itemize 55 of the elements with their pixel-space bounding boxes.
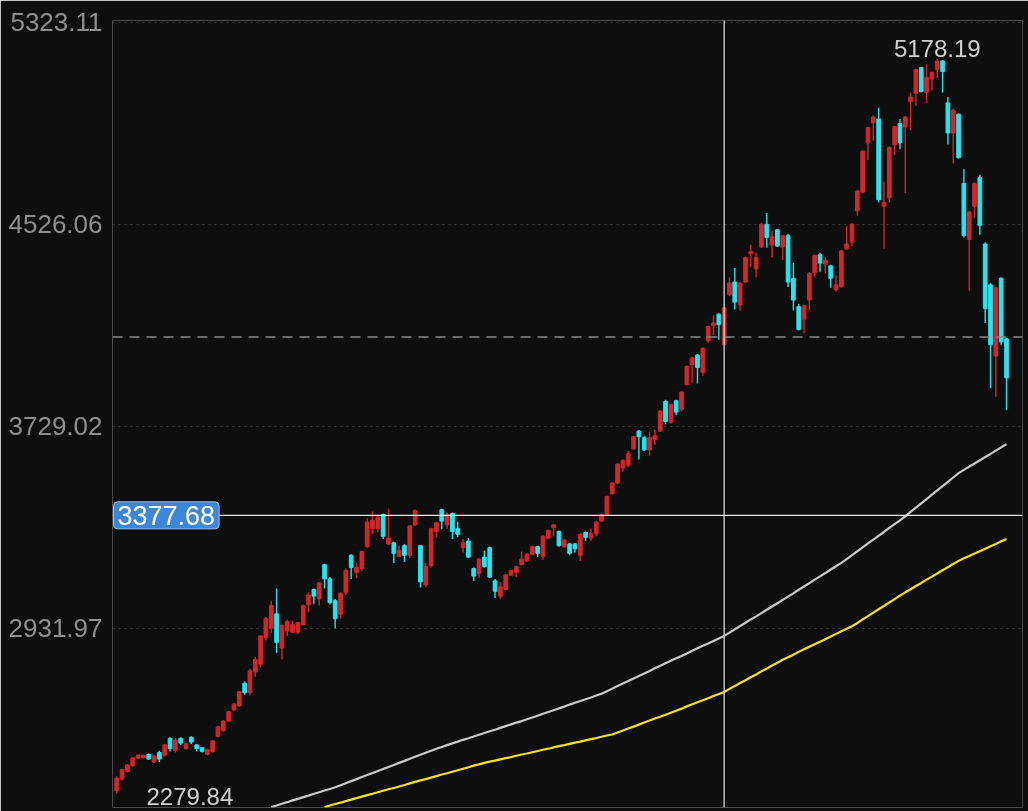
candlestick [386,507,391,546]
candlestick [380,512,386,540]
candlestick [348,553,354,580]
candlestick [849,222,855,247]
y-tick-label: 5323.11 [10,7,103,38]
y-tick-label: 3729.02 [8,411,103,442]
candlestick [636,429,642,461]
candlestick [897,118,903,150]
candlestick [881,181,887,250]
candlestick [780,233,786,261]
candlestick [865,126,871,161]
candlestick [908,91,913,131]
candlestick [769,230,775,259]
candlestick [476,557,482,579]
candlestick [338,591,343,620]
line-series [323,537,1008,808]
candlestick [663,398,668,425]
candlestick [716,312,722,341]
candlestick [940,59,945,94]
candlestick [934,58,940,79]
candlestick [668,402,674,425]
candlestick [343,567,349,596]
candlestick [711,314,716,336]
candlestick [764,212,770,249]
candlestick [695,353,700,385]
candlestick [700,346,706,377]
candlestick [902,115,908,194]
candlestick [913,67,919,107]
candlestick [753,251,759,278]
candlestick [801,304,807,334]
candlestick [689,356,695,384]
candlestick [492,578,498,599]
candlestick [679,390,684,412]
candlestick [657,409,663,433]
candlestick [732,267,738,311]
y-tick-label: 2931.97 [8,613,103,644]
candlestick [306,591,311,613]
candlestick [892,124,897,156]
y-tick-label: 4526.06 [8,209,103,240]
candlestick [870,114,876,142]
annotation: 5178.19 [893,34,981,62]
candlestick [748,244,754,268]
candlestick [759,222,764,249]
candlestick [812,253,818,278]
candlestick [727,276,732,297]
candlestick [796,303,802,332]
candlestick [817,251,823,273]
candlestick [972,181,977,219]
candlestick [844,225,850,251]
annotation: 2279.84 [146,782,234,810]
line-series [270,443,1008,808]
candlestick [577,532,583,562]
ref-line-label: 3377.68 [117,500,216,531]
candlestick [423,562,429,588]
candlestick [950,107,956,165]
